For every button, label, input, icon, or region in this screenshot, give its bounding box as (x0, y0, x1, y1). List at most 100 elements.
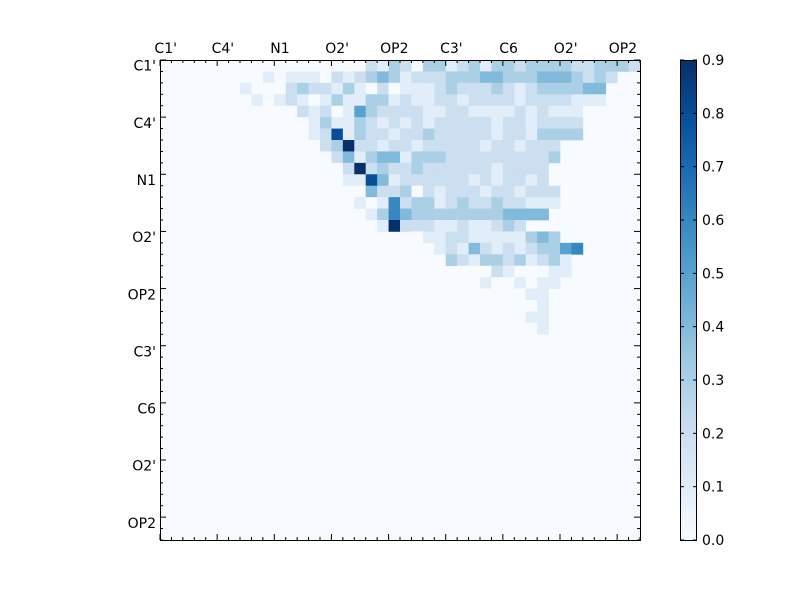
heatmap-cell (594, 71, 607, 84)
heatmap-cell (537, 151, 549, 164)
heatmap-cell (308, 71, 321, 84)
heatmap-cell (342, 151, 355, 164)
y-tick-label: N1 (137, 173, 156, 189)
heatmap-cell (502, 140, 515, 152)
heatmap-cell (491, 197, 504, 209)
heatmap-cell (537, 140, 549, 152)
heatmap-cell (537, 128, 549, 141)
heatmap-cell (502, 300, 515, 312)
heatmap-cell (537, 162, 549, 175)
heatmap-cell (537, 208, 549, 221)
heatmap-cell (445, 71, 458, 84)
heatmap-cell (457, 162, 469, 175)
heatmap-cell (514, 242, 527, 255)
heatmap-cell (411, 151, 424, 164)
heatmap-cell (240, 94, 252, 107)
heatmap-cell (365, 208, 378, 221)
heatmap-cell (514, 300, 527, 312)
heatmap-cell (445, 117, 458, 129)
colorbar-tick-label: 0.5 (702, 266, 724, 282)
heatmap-cell (457, 105, 469, 118)
heatmap-cell (308, 151, 321, 164)
heatmap-cell (480, 265, 492, 278)
heatmap-cell (468, 174, 481, 187)
heatmap-cell (480, 288, 492, 301)
heatmap-cell (491, 220, 504, 232)
heatmap-cell (525, 128, 538, 141)
heatmap-cell (262, 117, 275, 129)
heatmap-cell (571, 117, 584, 129)
heatmap-cell (480, 60, 492, 72)
heatmap-cell (457, 254, 469, 267)
heatmap-cell (285, 128, 298, 141)
heatmap-cell (548, 197, 561, 209)
heatmap-cell (354, 197, 367, 209)
heatmap-cell (502, 288, 515, 301)
heatmap-cell (491, 128, 504, 141)
heatmap-cell (491, 151, 504, 164)
heatmap-cell (502, 208, 515, 221)
heatmap-cell (194, 82, 207, 95)
heatmap-cell (468, 265, 481, 278)
x-tick-label: C1' (154, 41, 177, 57)
heatmap-cell (468, 254, 481, 267)
heatmap-cell (400, 117, 412, 129)
heatmap-cell (320, 94, 332, 107)
heatmap-cell (251, 60, 264, 72)
heatmap-cell (388, 128, 401, 141)
heatmap-cell (491, 71, 504, 84)
heatmap-cell (365, 185, 378, 198)
heatmap-cell (400, 94, 412, 107)
heatmap-cell (285, 71, 298, 84)
heatmap-cell (320, 140, 332, 152)
heatmap-cell (594, 94, 607, 107)
heatmap-cell (365, 151, 378, 164)
heatmap-cell (342, 128, 355, 141)
heatmap-cell (468, 242, 481, 255)
heatmap-cell (514, 82, 527, 95)
heatmap-cell (491, 185, 504, 198)
heatmap-cell (434, 208, 447, 221)
heatmap-cell (434, 94, 447, 107)
heatmap-cell (388, 82, 401, 95)
heatmap-cell (320, 162, 332, 175)
heatmap-cell (525, 60, 538, 72)
heatmap-cell (502, 185, 515, 198)
heatmap-cell (274, 105, 287, 118)
heatmap-cell (388, 220, 401, 232)
heatmap-cell (560, 82, 572, 95)
heatmap-cell (560, 254, 572, 267)
heatmap-cell (331, 174, 344, 187)
heatmap-cell (525, 71, 538, 84)
heatmap-cell (491, 208, 504, 221)
heatmap-cell (560, 60, 572, 72)
heatmap-cell (514, 208, 527, 221)
heatmap-cell (537, 254, 549, 267)
heatmap-cell (342, 71, 355, 84)
heatmap-cell (434, 105, 447, 118)
heatmap-cell (445, 128, 458, 141)
heatmap-cell (445, 220, 458, 232)
heatmap-cell (331, 71, 344, 84)
heatmap-cell (571, 60, 584, 72)
heatmap-cell (342, 162, 355, 175)
heatmap-cell (548, 117, 561, 129)
heatmap-cell (502, 242, 515, 255)
heatmap-cell (457, 265, 469, 278)
heatmap-cell (537, 300, 549, 312)
heatmap-cell (297, 71, 309, 84)
heatmap-cell (285, 140, 298, 152)
heatmap-cell (400, 71, 412, 84)
heatmap-cell (491, 265, 504, 278)
heatmap-cell (560, 265, 572, 278)
heatmap-cell (468, 94, 481, 107)
heatmap-cell (308, 140, 321, 152)
heatmap-cell (422, 82, 435, 95)
heatmap-cell (331, 94, 344, 107)
heatmap-cell (514, 185, 527, 198)
heatmap-cell (491, 117, 504, 129)
heatmap-cell (377, 208, 389, 221)
axis-ticks (159, 59, 641, 541)
heatmap-cell (354, 140, 367, 152)
heatmap-cell (377, 117, 389, 129)
